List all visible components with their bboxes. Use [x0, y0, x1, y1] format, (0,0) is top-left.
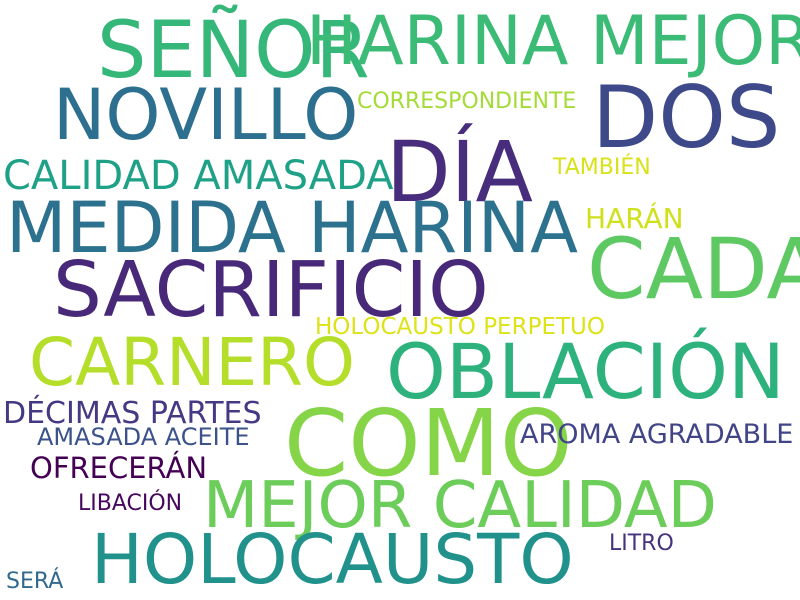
- word-amasada-aceite: AMASADA ACEITE: [37, 423, 250, 451]
- word-dia: DÍA: [386, 123, 533, 221]
- word-decimas-partes: DÉCIMAS PARTES: [3, 396, 262, 431]
- word-ofreceran: OFRECERÁN: [30, 451, 208, 485]
- word-libacion: LIBACIÓN: [78, 491, 183, 516]
- word-sera: SERÁ: [6, 569, 64, 594]
- word-carnero: CARNERO: [29, 324, 355, 401]
- word-mejor-calidad: MEJOR CALIDAD: [203, 469, 717, 543]
- word-correspondiente: CORRESPONDIENTE: [357, 89, 577, 114]
- word-haran: HARÁN: [585, 202, 684, 235]
- word-holocausto: HOLOCAUSTO: [91, 520, 574, 600]
- word-cada: CADA: [587, 220, 800, 318]
- word-senor: SEÑOR: [97, 6, 370, 96]
- word-como: COMO: [284, 390, 573, 497]
- word-novillo: NOVILLO: [53, 74, 359, 156]
- word-calidad-amasada: CALIDAD AMASADA: [3, 153, 394, 199]
- word-litro: LITRO: [609, 531, 674, 556]
- word-oblacion: OBLACIÓN: [386, 327, 785, 416]
- word-holocausto-perpetuo: HOLOCAUSTO PERPETUO: [315, 314, 605, 340]
- word-sacrificio: SACRIFICIO: [53, 246, 489, 335]
- word-aroma-agradable: AROMA AGRADABLE: [520, 419, 794, 450]
- word-medida-harina: MEDIDA HARINA: [6, 187, 579, 269]
- word-harina-mejor: HARINA MEJOR: [306, 2, 800, 81]
- word-tambien: TAMBIÉN: [553, 155, 651, 180]
- word-dos: DOS: [592, 68, 781, 168]
